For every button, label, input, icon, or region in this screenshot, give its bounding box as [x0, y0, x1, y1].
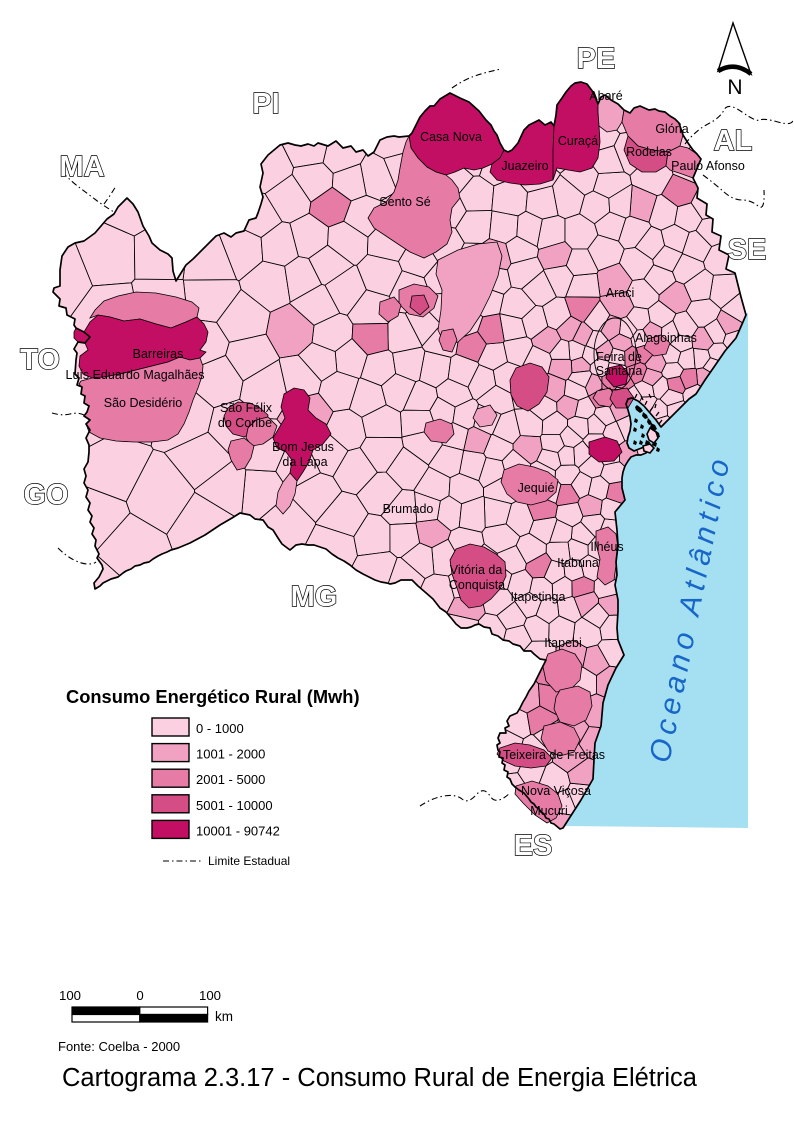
svg-text:Barreiras: Barreiras — [133, 347, 184, 361]
svg-text:Feira de: Feira de — [596, 350, 642, 364]
svg-text:Santana: Santana — [596, 364, 643, 378]
svg-text:MG: MG — [291, 581, 338, 613]
svg-text:Teixeira de Freitas: Teixeira de Freitas — [503, 748, 605, 762]
svg-text:Conquista: Conquista — [449, 578, 505, 592]
svg-text:Jequié: Jequié — [518, 481, 555, 495]
svg-text:Casa Nova: Casa Nova — [420, 130, 482, 144]
svg-text:5001 - 10000: 5001 - 10000 — [196, 798, 273, 813]
svg-text:Sento Sé: Sento Sé — [379, 195, 430, 209]
svg-text:1001 - 2000: 1001 - 2000 — [196, 747, 265, 762]
svg-text:São Félix: São Félix — [220, 401, 273, 415]
svg-text:100: 100 — [199, 988, 221, 1003]
svg-text:N: N — [727, 76, 742, 99]
svg-text:Luís Eduardo Magalhães: Luís Eduardo Magalhães — [66, 368, 205, 382]
svg-text:km: km — [215, 1009, 233, 1024]
svg-text:Brumado: Brumado — [383, 502, 434, 516]
svg-text:100: 100 — [59, 988, 81, 1003]
svg-text:Glória: Glória — [655, 122, 688, 136]
svg-text:0 - 1000: 0 - 1000 — [196, 721, 244, 736]
svg-text:Nova Viçosa: Nova Viçosa — [521, 784, 591, 798]
svg-text:São Desidério: São Desidério — [104, 396, 183, 410]
svg-text:Consumo Energético Rural (Mwh): Consumo Energético Rural (Mwh) — [66, 686, 360, 707]
svg-text:Itapebi: Itapebi — [544, 636, 582, 650]
svg-text:PE: PE — [577, 43, 616, 75]
svg-text:MA: MA — [59, 151, 104, 183]
svg-text:da Lapa: da Lapa — [282, 455, 327, 469]
svg-text:TO: TO — [20, 344, 60, 376]
svg-text:Alagoinhas: Alagoinhas — [635, 331, 697, 345]
svg-text:Juazeiro: Juazeiro — [501, 159, 548, 173]
svg-text:2001 - 5000: 2001 - 5000 — [196, 772, 265, 787]
svg-text:Cartograma 2.3.17 - Consumo Ru: Cartograma 2.3.17 - Consumo Rural de Ene… — [62, 1064, 698, 1092]
svg-text:Curaçá: Curaçá — [558, 134, 598, 148]
svg-text:GO: GO — [23, 479, 68, 511]
svg-text:Itabuna: Itabuna — [557, 556, 599, 570]
svg-text:Paulo Afonso: Paulo Afonso — [671, 159, 745, 173]
svg-text:Ilhéus: Ilhéus — [590, 540, 623, 554]
svg-text:Itapetinga: Itapetinga — [511, 590, 566, 604]
svg-text:ES: ES — [514, 830, 553, 862]
svg-text:Fonte: Coelba - 2000: Fonte: Coelba - 2000 — [58, 1039, 180, 1054]
svg-text:Mucuri: Mucuri — [530, 804, 568, 818]
svg-text:Limite Estadual: Limite Estadual — [208, 854, 290, 868]
svg-text:Bom Jesus: Bom Jesus — [272, 440, 334, 454]
svg-text:Vitória da: Vitória da — [450, 563, 503, 577]
svg-text:SE: SE — [728, 234, 767, 266]
svg-text:do Coribe: do Coribe — [218, 416, 272, 430]
svg-text:10001 - 90742: 10001 - 90742 — [196, 823, 280, 838]
svg-text:Abaré: Abaré — [589, 89, 622, 103]
svg-text:0: 0 — [136, 988, 143, 1003]
svg-text:Araci: Araci — [606, 286, 634, 300]
svg-text:PI: PI — [252, 88, 279, 120]
svg-text:AL: AL — [714, 125, 753, 157]
svg-text:Rodelas: Rodelas — [626, 145, 672, 159]
